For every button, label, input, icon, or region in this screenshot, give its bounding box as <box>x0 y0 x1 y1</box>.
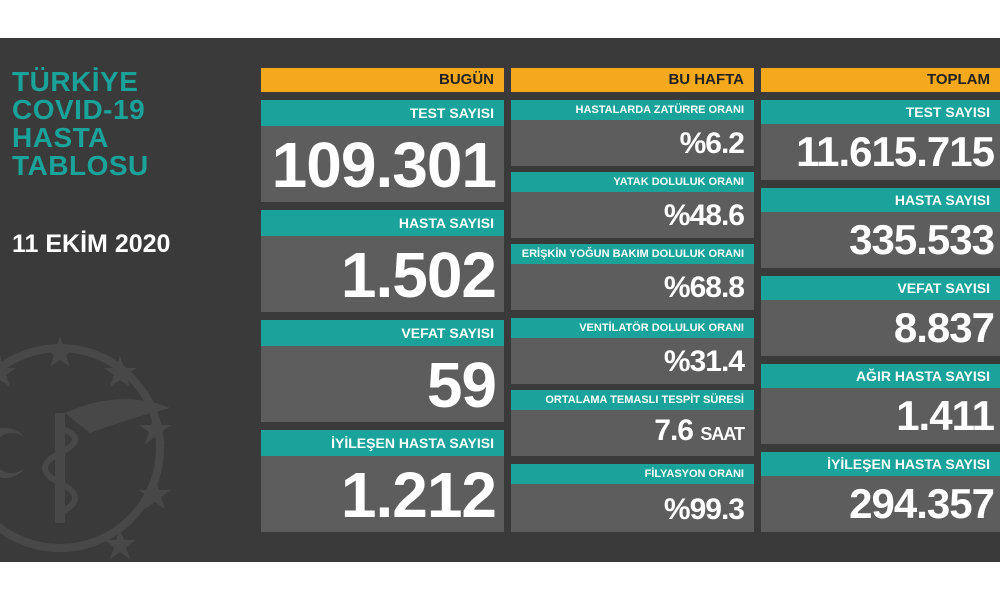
week-ventilator-label: VENTİLATÖR DOLULUK ORANI <box>511 318 754 338</box>
column-header-total: TOPLAM <box>761 68 1000 92</box>
week-ventilator-card: VENTİLATÖR DOLULUK ORANI %31.4 <box>511 318 754 384</box>
total-test-value: 11.615.715 <box>796 128 995 175</box>
total-severe-value: 1.411 <box>896 392 995 439</box>
column-header-week: BU HAFTA <box>511 68 754 92</box>
total-patient-value: 335.533 <box>849 216 995 263</box>
title-line: COVID-19 <box>12 94 146 125</box>
week-contact-tracing-unit: SAAT <box>700 424 745 444</box>
week-icu-occupancy-value: %68.8 <box>663 271 745 304</box>
total-test-label: TEST SAYISI <box>761 100 1000 124</box>
week-filiation-label: FİLYASYON ORANI <box>511 464 754 484</box>
total-recovered-value: 294.357 <box>849 480 995 527</box>
week-bed-occupancy-label: YATAK DOLULUK ORANI <box>511 172 754 192</box>
total-death-label: VEFAT SAYISI <box>761 276 1000 300</box>
week-filiation-value: %99.3 <box>663 493 745 526</box>
ministry-of-health-emblem-icon <box>0 336 171 559</box>
week-icu-occupancy-card: ERİŞKİN YOĞUN BAKIM DOLULUK ORANI %68.8 <box>511 244 754 310</box>
total-recovered-label: İYİLEŞEN HASTA SAYISI <box>761 452 1000 476</box>
total-severe-card: AĞIR HASTA SAYISI 1.411 <box>761 364 1000 444</box>
week-contact-tracing-label: ORTALAMA TEMASLI TESPİT SÜRESİ <box>511 390 754 410</box>
total-death-value: 8.837 <box>893 304 995 351</box>
title-line: TÜRKİYE <box>12 66 139 97</box>
week-ventilator-value: %31.4 <box>663 345 745 378</box>
week-pneumonia-label: HASTALARDA ZATÜRRE ORANI <box>511 100 754 120</box>
today-recovered-label: İYİLEŞEN HASTA SAYISI <box>261 430 504 456</box>
total-patient-label: HASTA SAYISI <box>761 188 1000 212</box>
week-pneumonia-value: %6.2 <box>679 127 745 160</box>
today-death-value: 59 <box>426 349 497 421</box>
week-bed-occupancy-value: %48.6 <box>663 199 745 232</box>
today-patient-value: 1.502 <box>340 239 497 311</box>
today-recovered-card: İYİLEŞEN HASTA SAYISI 1.212 <box>261 430 504 532</box>
week-contact-tracing-value: 7.6 SAAT <box>654 411 745 454</box>
week-filiation-card: FİLYASYON ORANI %99.3 <box>511 464 754 532</box>
total-recovered-card: İYİLEŞEN HASTA SAYISI 294.357 <box>761 452 1000 532</box>
page-title: TÜRKİYE COVID-19 HASTA TABLOSU <box>12 68 149 180</box>
today-test-label: TEST SAYISI <box>261 100 504 126</box>
total-severe-label: AĞIR HASTA SAYISI <box>761 364 1000 388</box>
today-patient-label: HASTA SAYISI <box>261 210 504 236</box>
today-recovered-value: 1.212 <box>340 459 497 531</box>
total-patient-card: HASTA SAYISI 335.533 <box>761 188 1000 268</box>
today-test-value: 109.301 <box>271 129 497 201</box>
today-patient-card: HASTA SAYISI 1.502 <box>261 210 504 312</box>
covid-table-board: TÜRKİYE COVID-19 HASTA TABLOSU 11 EKİM 2… <box>0 38 1000 562</box>
title-line: TABLOSU <box>12 150 149 181</box>
week-icu-occupancy-label: ERİŞKİN YOĞUN BAKIM DOLULUK ORANI <box>511 244 754 264</box>
week-pneumonia-card: HASTALARDA ZATÜRRE ORANI %6.2 <box>511 100 754 166</box>
column-header-today: BUGÜN <box>261 68 504 92</box>
week-bed-occupancy-card: YATAK DOLULUK ORANI %48.6 <box>511 172 754 238</box>
report-date: 11 EKİM 2020 <box>12 230 171 258</box>
total-test-card: TEST SAYISI 11.615.715 <box>761 100 1000 180</box>
today-test-card: TEST SAYISI 109.301 <box>261 100 504 202</box>
total-death-card: VEFAT SAYISI 8.837 <box>761 276 1000 356</box>
week-contact-tracing-card: ORTALAMA TEMASLI TESPİT SÜRESİ 7.6 SAAT <box>511 390 754 456</box>
week-contact-tracing-number: 7.6 <box>654 414 694 447</box>
today-death-card: VEFAT SAYISI 59 <box>261 320 504 422</box>
title-line: HASTA <box>12 122 109 153</box>
today-death-label: VEFAT SAYISI <box>261 320 504 346</box>
